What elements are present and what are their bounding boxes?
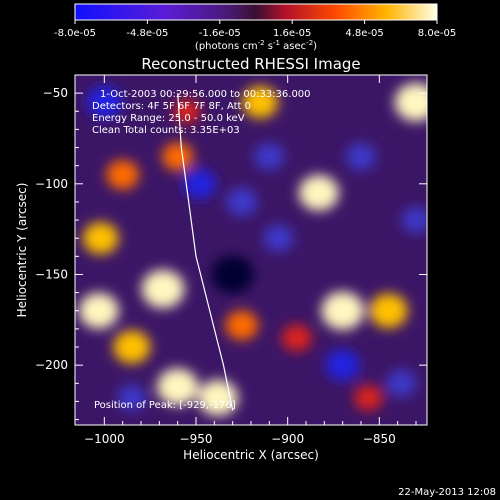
heatmap-blob bbox=[254, 143, 285, 171]
x-tick-label: −850 bbox=[363, 432, 396, 446]
colorbar-unit-label: (photons cm-2 s-1 asec-2) bbox=[195, 39, 317, 52]
heatmap-blob bbox=[346, 143, 376, 171]
annotation-detectors: Detectors: 4F 5F 6F 7F 8F, Att 0 bbox=[92, 101, 251, 112]
x-tick-label: −900 bbox=[271, 432, 304, 446]
heatmap-blob bbox=[263, 224, 294, 252]
y-axis-label: Heliocentric Y (arcsec) bbox=[15, 183, 29, 318]
x-tick-label: −1000 bbox=[84, 432, 125, 446]
emission-blobs bbox=[78, 83, 427, 416]
colorbar-tick-label: 1.6e-05 bbox=[273, 28, 311, 39]
heatmap-blob bbox=[117, 384, 147, 411]
heatmap-blob bbox=[226, 187, 258, 217]
axis-ticks: −1000 −950 −900 −850 −50 −100 −150 −200 bbox=[35, 74, 427, 446]
colorbar-tick-label: -8.0e-05 bbox=[54, 28, 96, 39]
annotation-energy-range: Energy Range: 25.0 - 50.0 keV bbox=[92, 113, 245, 124]
heatmap-blob bbox=[325, 349, 360, 381]
heatmap-blob bbox=[106, 159, 140, 190]
y-tick-label: −200 bbox=[35, 358, 68, 372]
heatmap-blob bbox=[161, 142, 194, 171]
heatmap-blob bbox=[113, 330, 151, 364]
x-tick-label: −950 bbox=[180, 432, 213, 446]
annotation-clean-counts: Clean Total counts: 3.35E+03 bbox=[92, 125, 240, 136]
heatmap-blob bbox=[369, 293, 408, 329]
colorbar bbox=[74, 3, 438, 21]
y-tick-label: −50 bbox=[43, 86, 68, 100]
heatmap-blob bbox=[183, 169, 217, 199]
heatmap-blob bbox=[298, 174, 339, 211]
heatmap-blob bbox=[242, 86, 278, 119]
heatmap-blob bbox=[321, 291, 364, 330]
annotation-time-range: 1-Oct-2003 00:29:56.000 to 00:33:36.000 bbox=[100, 89, 311, 100]
colorbar-ticks: -8.0e-05 -4.8e-05 -1.6e-05 1.6e-05 4.8e-05 8.… bbox=[54, 20, 456, 39]
heatmap-blob bbox=[401, 207, 427, 233]
heatmap-blob bbox=[225, 310, 259, 341]
heatmap-blob bbox=[82, 222, 119, 255]
footer-date: 22-May-2013 12:08 bbox=[398, 487, 496, 498]
heatmap-blob bbox=[354, 384, 383, 411]
heatmap-blob bbox=[211, 255, 254, 294]
heatmap-blob bbox=[386, 369, 417, 397]
x-axis-label: Heliocentric X (arcsec) bbox=[183, 448, 319, 462]
chart-title: Reconstructed RHESSI Image bbox=[141, 55, 360, 73]
heatmap-blob bbox=[78, 292, 119, 329]
colorbar-tick-label: 8.0e-05 bbox=[418, 28, 456, 39]
y-tick-label: −150 bbox=[35, 267, 68, 281]
image-area bbox=[75, 75, 427, 425]
annotation-peak-position: Position of Peak: [-929,-176] bbox=[94, 400, 236, 411]
colorbar-tick-label: 4.8e-05 bbox=[345, 28, 383, 39]
heatmap-blob bbox=[394, 83, 427, 122]
solar-limb-line bbox=[177, 93, 234, 411]
heatmap-blob bbox=[281, 324, 312, 352]
y-tick-label: −100 bbox=[35, 177, 68, 191]
heatmap-blob bbox=[157, 368, 199, 406]
heatmap-blob bbox=[173, 99, 201, 124]
heatmap-blob bbox=[86, 86, 123, 119]
image-background bbox=[75, 75, 427, 425]
colorbar-tick-label: -4.8e-05 bbox=[126, 28, 168, 39]
colorbar-tick-label: -1.6e-05 bbox=[199, 28, 241, 39]
heatmap-blob bbox=[141, 269, 185, 309]
